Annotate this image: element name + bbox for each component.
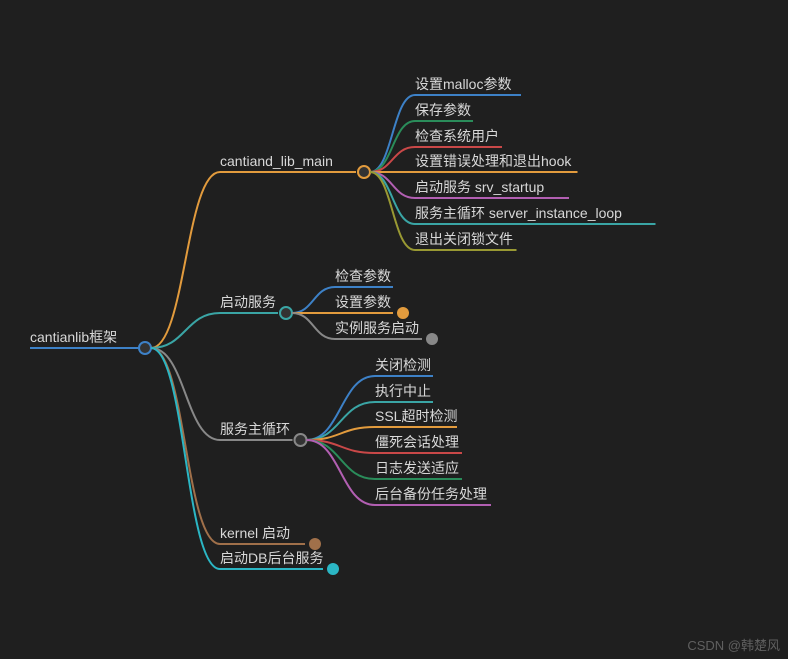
branch-end-dot <box>309 538 321 550</box>
branch-link <box>151 348 220 544</box>
branch-link <box>151 172 220 348</box>
leaf-node: 僵死会话处理 <box>375 434 459 450</box>
leaf-node: 执行中止 <box>375 383 431 399</box>
leaf-node: 退出关闭锁文件 <box>415 231 513 247</box>
leaf-node: 日志发送适应 <box>375 460 459 476</box>
leaf-node: 保存参数 <box>415 102 471 118</box>
leaf-node: 服务主循环 server_instance_loop <box>415 205 622 221</box>
leaf-node: 启动服务 srv_startup <box>415 179 544 195</box>
leaf-end-dot <box>426 333 438 345</box>
leaf-node: 设置malloc参数 <box>415 76 511 92</box>
branch-node: 启动服务 <box>220 294 276 310</box>
leaf-node: 设置错误处理和退出hook <box>415 153 572 169</box>
branch-link <box>370 121 415 172</box>
leaf-node: 后台备份任务处理 <box>375 486 487 502</box>
leaf-node: 检查系统用户 <box>415 128 499 144</box>
mindmap-canvas: cantianlib框架 cantiand_lib_main 设置malloc参数保… <box>0 0 788 659</box>
branch-node-dot <box>358 166 370 178</box>
branch-link <box>292 287 335 313</box>
branch-link <box>307 440 376 505</box>
leaf-node: 实例服务启动 <box>335 320 419 336</box>
leaf-node: 检查参数 <box>335 268 391 284</box>
branch-link <box>151 348 220 440</box>
branch-link <box>292 313 335 339</box>
leaf-node: 设置参数 <box>335 294 391 310</box>
leaf-node: SSL超时检测 <box>375 408 457 424</box>
branch-node: 服务主循环 <box>220 421 290 437</box>
branch-link <box>307 376 376 440</box>
leaf-node: 关闭检测 <box>375 357 431 373</box>
branch-end-dot <box>327 563 339 575</box>
branch-node-dot <box>280 307 292 319</box>
root-node: cantianlib框架 <box>30 329 117 345</box>
branch-node: cantiand_lib_main <box>220 153 333 169</box>
branch-node: kernel 启动 <box>220 525 290 541</box>
branch-node: 启动DB后台服务 <box>220 550 323 566</box>
root-node-dot <box>139 342 151 354</box>
watermark: CSDN @韩楚风 <box>687 638 780 653</box>
leaf-end-dot <box>397 307 409 319</box>
branch-node-dot <box>295 434 307 446</box>
